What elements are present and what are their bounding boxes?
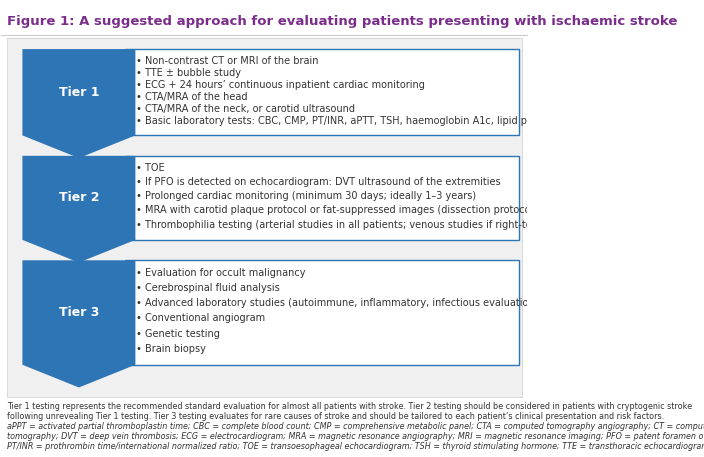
Text: Tier 1: Tier 1 — [58, 86, 99, 99]
Text: Tier 2: Tier 2 — [58, 191, 99, 204]
Text: • Non-contrast CT or MRI of the brain: • Non-contrast CT or MRI of the brain — [137, 56, 319, 66]
Text: aPPT = activated partial thromboplastin time; CBC = complete blood count; CMP = : aPPT = activated partial thromboplastin … — [6, 422, 704, 431]
Text: Figure 1: A suggested approach for evaluating patients presenting with ischaemic: Figure 1: A suggested approach for evalu… — [6, 15, 677, 28]
Text: • Basic laboratory tests: CBC, CMP, PT/INR, aPTT, TSH, haemoglobin A1c, lipid pa: • Basic laboratory tests: CBC, CMP, PT/I… — [137, 117, 548, 127]
Text: • Prolonged cardiac monitoring (minimum 30 days; ideally 1–3 years): • Prolonged cardiac monitoring (minimum … — [137, 191, 477, 202]
Text: Tier 1 testing represents the recommended standard evaluation for almost all pat: Tier 1 testing represents the recommende… — [6, 402, 692, 411]
Text: • Genetic testing: • Genetic testing — [137, 329, 220, 339]
Text: • Evaluation for occult malignancy: • Evaluation for occult malignancy — [137, 268, 306, 278]
FancyBboxPatch shape — [125, 260, 519, 365]
Text: • If PFO is detected on echocardiogram: DVT ultrasound of the extremities: • If PFO is detected on echocardiogram: … — [137, 177, 501, 187]
Text: • TTE ± bubble study: • TTE ± bubble study — [137, 68, 241, 78]
Text: • TOE: • TOE — [137, 163, 165, 173]
Text: Tier 3: Tier 3 — [58, 306, 99, 319]
Text: following unrevealing Tier 1 testing. Tier 3 testing evaluates for rare causes o: following unrevealing Tier 1 testing. Ti… — [6, 412, 664, 421]
FancyBboxPatch shape — [6, 38, 522, 397]
Text: • ECG + 24 hours’ continuous inpatient cardiac monitoring: • ECG + 24 hours’ continuous inpatient c… — [137, 80, 425, 90]
Text: PT/INR = prothrombin time/international normalized ratio; TOE = transoesophageal: PT/INR = prothrombin time/international … — [6, 442, 704, 451]
FancyBboxPatch shape — [125, 156, 519, 240]
Text: • MRA with carotid plaque protocol or fat-suppressed images (dissection protocol: • MRA with carotid plaque protocol or fa… — [137, 206, 537, 215]
Polygon shape — [23, 49, 135, 158]
Text: • Conventional angiogram: • Conventional angiogram — [137, 314, 265, 324]
FancyBboxPatch shape — [125, 49, 519, 135]
Polygon shape — [23, 260, 135, 388]
Polygon shape — [23, 156, 135, 263]
Text: tomography; DVT = deep vein thrombosis; ECG = electrocardiogram; MRA = magnetic : tomography; DVT = deep vein thrombosis; … — [6, 432, 704, 441]
Text: • Cerebrospinal fluid analysis: • Cerebrospinal fluid analysis — [137, 283, 280, 293]
Text: • CTA/MRA of the neck, or carotid ultrasound: • CTA/MRA of the neck, or carotid ultras… — [137, 104, 356, 114]
Text: • Thrombophilia testing (arterial studies in all patients; venous studies if rig: • Thrombophilia testing (arterial studie… — [137, 219, 586, 229]
Text: • Brain biopsy: • Brain biopsy — [137, 344, 206, 354]
Text: • Advanced laboratory studies (autoimmune, inflammatory, infectious evaluations): • Advanced laboratory studies (autoimmun… — [137, 298, 544, 308]
Text: • CTA/MRA of the head: • CTA/MRA of the head — [137, 92, 248, 102]
